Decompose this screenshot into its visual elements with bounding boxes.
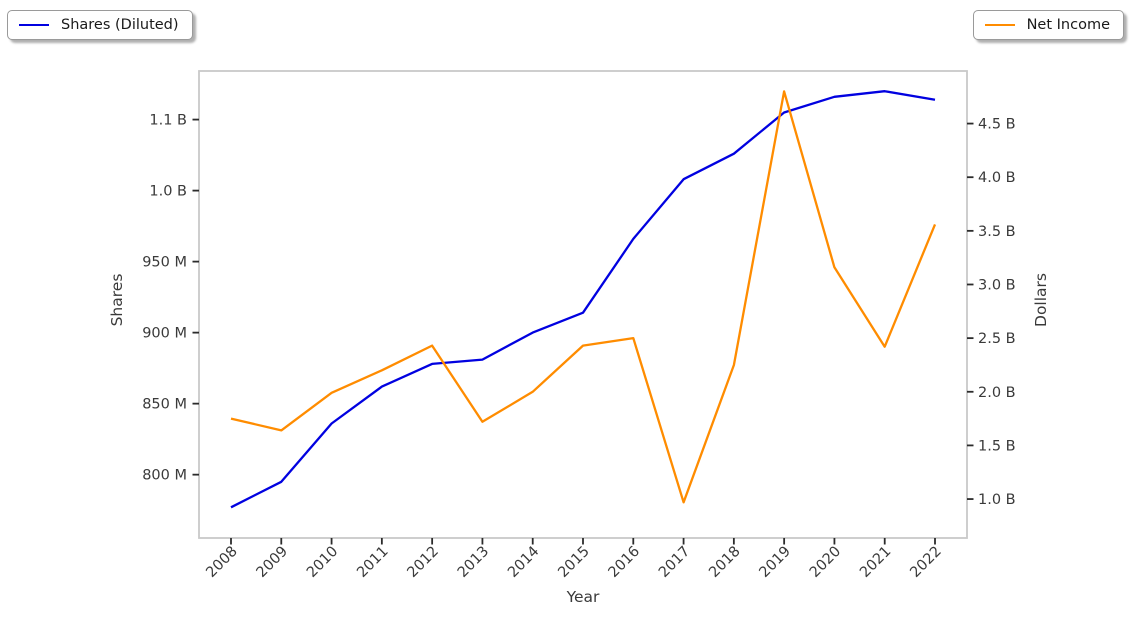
shares-line-swatch (19, 24, 49, 26)
series-line-net-income (230, 90, 937, 504)
left-tick-label: 800 M (142, 468, 187, 484)
x-tick-label: 2008 (203, 544, 240, 581)
x-tick-label: 2017 (656, 544, 693, 581)
left-tick-label: 900 M (142, 326, 187, 342)
x-tick-label: 2022 (907, 544, 944, 581)
right-tick-label: 1.0 B (978, 492, 1016, 508)
plot-frame (198, 70, 968, 539)
x-tick-label: 2020 (807, 544, 844, 581)
right-tick-label: 3.5 B (978, 224, 1016, 240)
left-tick-label: 1.0 B (149, 184, 187, 200)
legend-shares-label: Shares (Diluted) (61, 17, 179, 33)
right-y-axis-title: Dollars (1032, 273, 1050, 327)
legend-shares: Shares (Diluted) (7, 10, 193, 40)
x-tick-label: 2014 (505, 544, 542, 581)
x-tick-label: 2015 (555, 544, 592, 581)
right-tick-label: 2.5 B (978, 331, 1016, 347)
left-tick-label: 950 M (142, 255, 187, 271)
x-tick-label: 2016 (606, 544, 643, 581)
series-line-shares-diluted- (230, 90, 936, 509)
x-tick-label: 2019 (757, 544, 794, 581)
x-tick-label: 2011 (354, 544, 391, 581)
x-tick-label: 2018 (706, 544, 743, 581)
left-tick-label: 850 M (142, 397, 187, 413)
right-tick-label: 2.0 B (978, 385, 1016, 401)
right-tick-label: 1.5 B (978, 438, 1016, 454)
right-tick-label: 4.0 B (978, 170, 1016, 186)
x-tick-label: 2009 (254, 544, 291, 581)
x-tick-label: 2013 (455, 544, 492, 581)
right-tick-label: 3.0 B (978, 277, 1016, 293)
right-tick-label: 4.5 B (978, 117, 1016, 133)
left-tick-label: 1.1 B (149, 113, 187, 129)
x-tick-label: 2010 (304, 544, 341, 581)
legend-net-income-label: Net Income (1026, 17, 1110, 33)
net-income-line-swatch (984, 24, 1015, 26)
x-tick-label: 2021 (857, 544, 894, 581)
left-y-axis-title: Shares (108, 273, 126, 327)
x-axis-title: Year (566, 588, 600, 606)
legend-net-income: Net Income (972, 10, 1124, 40)
x-tick-label: 2012 (405, 544, 442, 581)
